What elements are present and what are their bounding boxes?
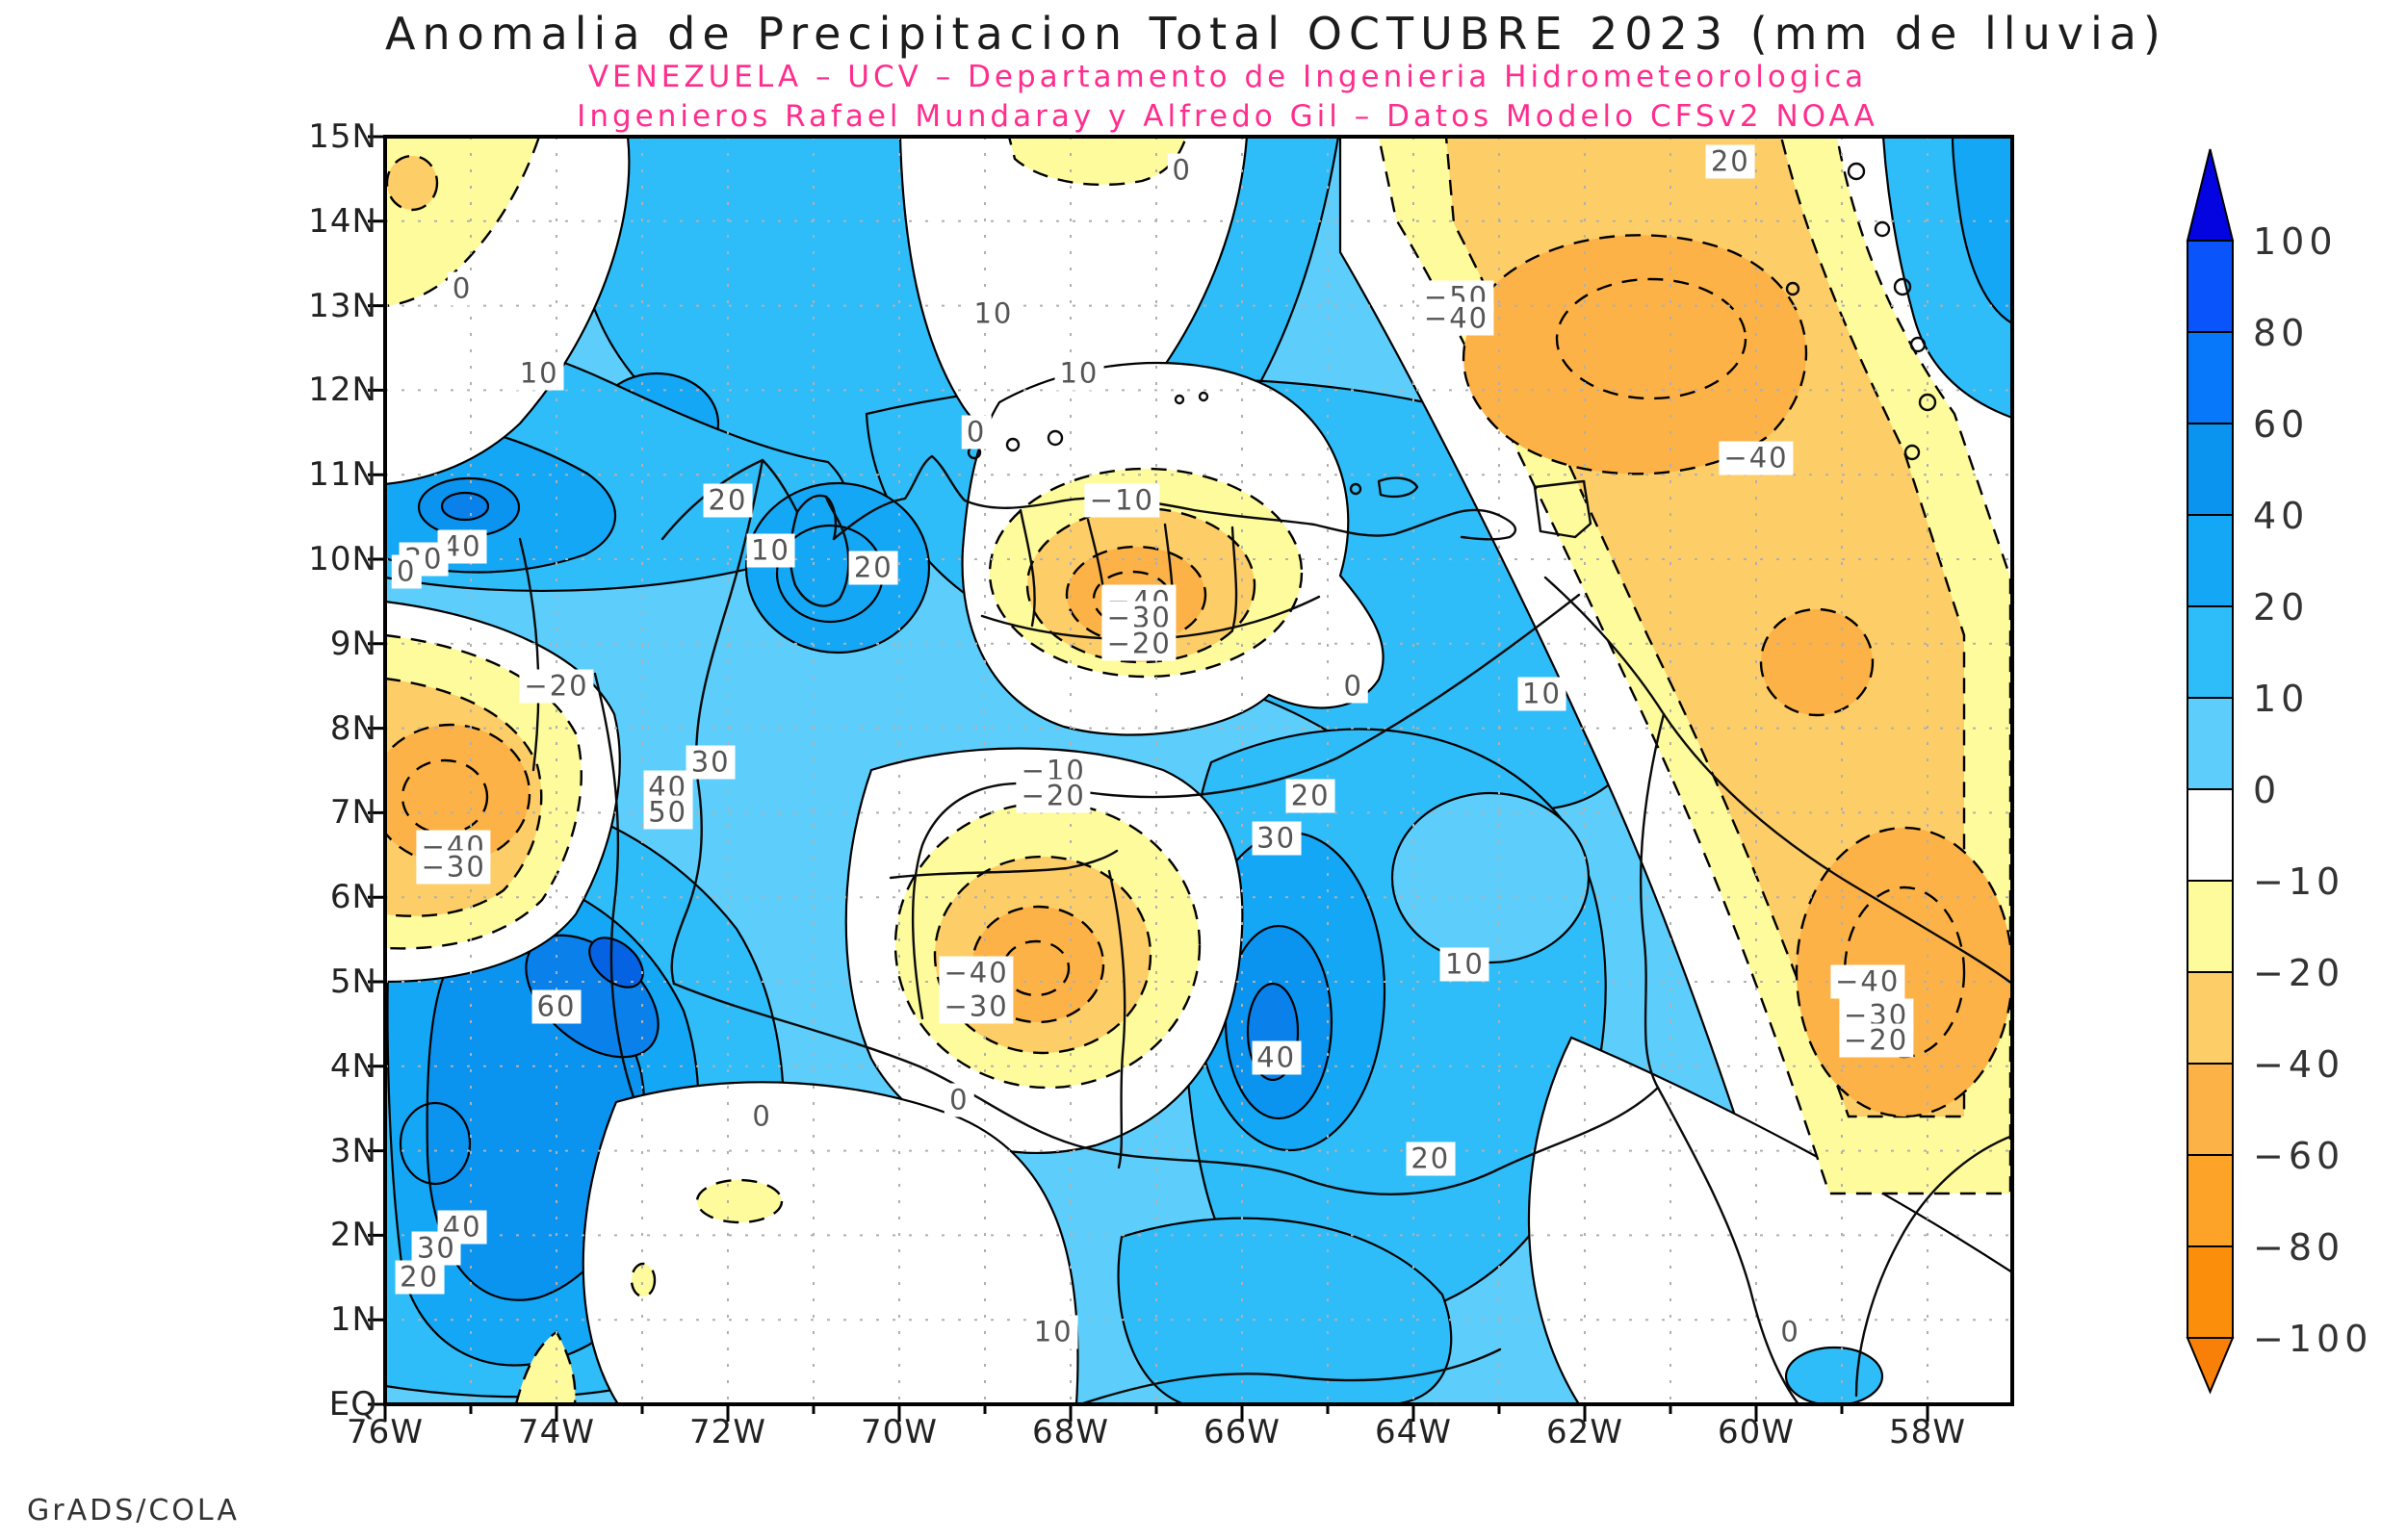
y-axis-tick-label: 7N (329, 793, 377, 833)
colorbar-value-label: 60 (2253, 403, 2309, 446)
x-axis-tick-label: 70W (861, 1413, 938, 1451)
y-axis-tick-label: 3N (329, 1131, 377, 1170)
contour-label: 0 (945, 1083, 974, 1117)
contour-label: −40 (939, 956, 1014, 990)
contour-label: 20 (848, 551, 898, 585)
subtitle-authors: Ingenieros Rafael Mundaray y Alfredo Gil… (577, 99, 1878, 134)
colorbar-value-label: 0 (2253, 769, 2281, 811)
y-axis-tick-label: 9N (329, 624, 377, 663)
contour-label: 0 (961, 415, 992, 449)
contour-label: 10 (514, 356, 564, 391)
contour-label: 40 (1252, 1040, 1302, 1075)
contour-label: −20 (1101, 627, 1177, 661)
geography-outlines (518, 162, 2012, 1404)
colorbar-value-label: −20 (2253, 952, 2344, 994)
plot-frame (383, 135, 2014, 1406)
contour-label: 30 (411, 1231, 461, 1266)
contour-label: 10 (746, 533, 795, 568)
y-axis-tick-label: 8N (329, 708, 377, 748)
y-axis-tick-label: 13N (308, 286, 377, 325)
page-title: Anomalia de Precipitacion Total OCTUBRE … (385, 8, 2167, 60)
y-axis-tick-label: EQ (328, 1385, 377, 1424)
contour-label: −20 (1838, 1023, 1914, 1058)
contour-label: 10 (1054, 356, 1104, 391)
contour-label: 20 (1705, 144, 1755, 179)
contour-label: 10 (1439, 947, 1489, 982)
x-axis-tick-label: 76W (347, 1413, 424, 1451)
colorbar-value-label: −10 (2253, 860, 2344, 903)
colorbar-value-label: 80 (2253, 312, 2309, 354)
colorbar-value-label: 100 (2253, 220, 2338, 263)
subtitle-organization: VENEZUELA – UCV – Departamento de Ingeni… (587, 60, 1868, 94)
contour-label: −20 (519, 669, 594, 704)
colorbar-value-label: 40 (2253, 495, 2309, 537)
colorbar-value-label: −40 (2253, 1043, 2344, 1086)
x-axis-tick-label: 72W (689, 1413, 766, 1451)
y-axis-tick-label: 11N (308, 455, 377, 495)
x-axis-tick-label: 60W (1718, 1413, 1795, 1451)
contour-label: 0 (1338, 669, 1368, 704)
contour-label: −20 (1016, 779, 1091, 813)
contour-label: 20 (1285, 779, 1335, 813)
contour-label: 50 (643, 795, 693, 830)
contour-label: 20 (395, 1260, 445, 1295)
x-axis-tick-label: 66W (1204, 1413, 1281, 1451)
x-axis-tick-label: 74W (518, 1413, 595, 1451)
x-axis-tick-label: 64W (1375, 1413, 1452, 1451)
y-axis-tick-label: 4N (329, 1046, 377, 1086)
x-axis-tick-label: 58W (1889, 1413, 1966, 1451)
contour-label: −30 (416, 850, 491, 885)
contour-label: 30 (1252, 821, 1302, 856)
y-axis-tick-label: 6N (329, 878, 377, 917)
contour-label: 0 (1775, 1315, 1805, 1349)
contour-label: 10 (1028, 1315, 1078, 1349)
contour-label: 20 (1406, 1142, 1456, 1176)
y-axis-tick-label: 5N (329, 962, 377, 1001)
contour-fill-field (385, 137, 2012, 1404)
colorbar-value-label: 20 (2253, 586, 2309, 629)
y-axis-tick-label: 2N (329, 1216, 377, 1255)
contour-label: −40 (1830, 964, 1905, 999)
contour-label: 0 (747, 1099, 777, 1134)
y-axis-tick-label: 10N (308, 540, 377, 578)
contour-label: −30 (939, 989, 1014, 1024)
colorbar-value-label: −100 (2253, 1318, 2372, 1360)
grads-credit: GrADS/COLA (27, 1494, 240, 1527)
contour-label: 60 (531, 989, 582, 1024)
contour-label: 0 (1167, 153, 1197, 188)
x-axis-tick-label: 62W (1546, 1413, 1623, 1451)
y-axis-tick-label: 14N (308, 201, 377, 241)
contour-label: 0 (447, 271, 478, 306)
contour-label: 0 (392, 554, 422, 589)
x-axis-tick-label: 68W (1032, 1413, 1109, 1451)
contour-label: 20 (703, 483, 753, 518)
colorbar-value-label: 10 (2253, 678, 2309, 720)
contour-label: 30 (686, 745, 736, 780)
colorbar-value-label: −60 (2253, 1135, 2344, 1177)
contour-label: −10 (1084, 483, 1159, 518)
y-axis-tick-label: 15N (308, 117, 377, 156)
contour-label: 10 (969, 296, 1019, 331)
y-axis-tick-label: 12N (308, 371, 377, 410)
contour-label: −40 (1418, 301, 1494, 336)
colorbar-value-label: −80 (2253, 1226, 2344, 1269)
contour-label: −40 (1719, 441, 1794, 475)
y-axis-tick-label: 1N (329, 1300, 377, 1340)
contour-label: 10 (1517, 677, 1566, 711)
